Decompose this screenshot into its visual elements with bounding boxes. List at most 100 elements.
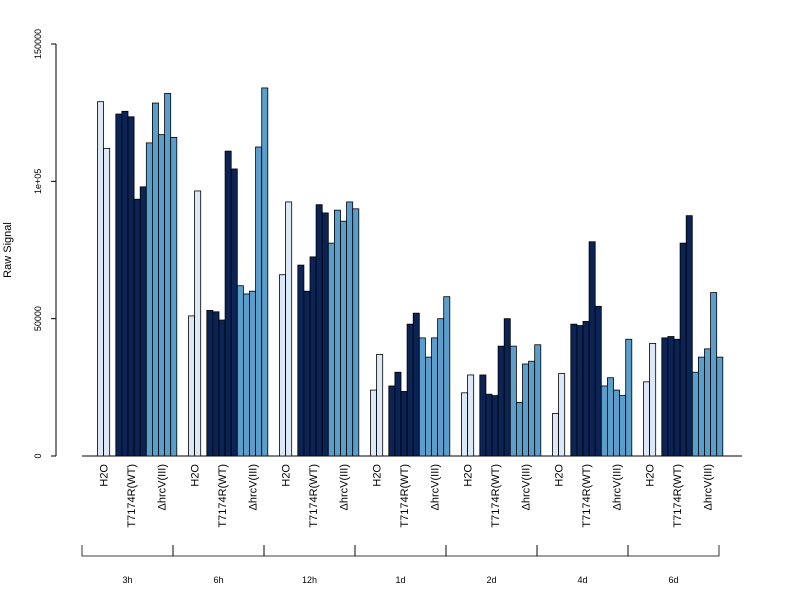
y-tick-label: 1e+05	[33, 169, 43, 194]
y-axis: 0 50000 1e+05 150000	[33, 29, 57, 459]
x-category-label: ΔhrcV(III)	[430, 464, 442, 510]
x-category-label: ΔhrcV(III)	[521, 464, 533, 510]
bar-1d-T7174RWT-1	[388, 385, 396, 457]
bar-1d-H2O-1	[370, 389, 377, 457]
x-category-label: H2O	[190, 464, 202, 487]
bar-2d-H2O-2	[467, 374, 475, 457]
bar-2d-hrcVIII-4	[528, 360, 536, 457]
bar-1d-T7174RWT-2	[394, 371, 402, 457]
time-bracket	[81, 545, 174, 557]
x-category-label: T7174R(WT)	[126, 464, 138, 528]
bar-4d-T7174RWT-1	[570, 323, 578, 457]
bar-3h-hrcVIII-1	[145, 142, 153, 457]
bar-12h-T7174RWT-3	[309, 256, 317, 457]
time-bracket	[627, 545, 720, 557]
bar-6d-H2O-2	[649, 342, 657, 457]
bar-12h-T7174RWT-2	[303, 290, 311, 457]
time-label: 3h	[122, 575, 132, 585]
bar-4d-H2O-1	[552, 413, 559, 457]
bar-6h-hrcVIII-3	[249, 290, 256, 457]
bar-12h-hrcVIII-4	[346, 201, 354, 457]
time-label: 6h	[213, 575, 223, 585]
time-bracket	[263, 545, 356, 557]
x-category-label: ΔhrcV(III)	[157, 464, 169, 510]
bar-6d-T7174RWT-3	[673, 338, 681, 457]
bar-3h-hrcVIII-5	[170, 136, 178, 457]
bar-2d-hrcVIII-2	[516, 402, 523, 457]
bar-3h-T7174RWT-3	[127, 116, 135, 457]
y-tick-label: 0	[33, 453, 43, 458]
time-label: 2d	[486, 575, 496, 585]
bar-6h-T7174RWT-2	[212, 311, 220, 457]
bar-2d-T7174RWT-2	[485, 393, 493, 457]
bar-2d-hrcVIII-1	[509, 345, 517, 457]
bar-12h-hrcVIII-5	[352, 208, 360, 457]
bar-4d-hrcVIII-4	[619, 395, 627, 457]
time-label: 1d	[395, 575, 405, 585]
bar-6h-T7174RWT-4	[224, 150, 232, 457]
bar-3h-T7174RWT-1	[115, 113, 123, 457]
bar-3h-hrcVIII-4	[164, 93, 172, 457]
x-category-label: ΔhrcV(III)	[248, 464, 260, 510]
x-category-label: H2O	[281, 464, 293, 487]
bar-6h-hrcVIII-5	[261, 87, 269, 457]
bar-6h-H2O-2	[194, 190, 202, 457]
time-label: 6d	[668, 575, 678, 585]
bar-3h-T7174RWT-4	[133, 198, 141, 457]
x-category-label: H2O	[99, 464, 111, 487]
bar-4d-T7174RWT-5	[594, 305, 602, 457]
bar-4d-H2O-2	[558, 373, 566, 457]
bar-6h-hrcVIII-4	[255, 146, 263, 457]
bar-12h-hrcVIII-3	[340, 220, 347, 457]
bar-12h-hrcVIII-1	[327, 242, 335, 457]
bar-6d-T7174RWT-2	[667, 336, 675, 457]
bar-series	[97, 87, 724, 457]
bar-6d-T7174RWT-4	[679, 242, 687, 457]
bar-12h-H2O-1	[279, 274, 286, 457]
bar-2d-T7174RWT-4	[497, 345, 505, 457]
bar-1d-T7174RWT-3	[400, 391, 408, 457]
bar-6h-hrcVIII-2	[242, 293, 250, 457]
bar-12h-H2O-2	[285, 201, 293, 457]
x-category-label: H2O	[463, 464, 475, 487]
bar-1d-T7174RWT-4	[406, 323, 414, 457]
x-category-label: T7174R(WT)	[672, 464, 684, 528]
bar-6d-H2O-1	[643, 381, 650, 457]
bar-1d-T7174RWT-5	[412, 312, 420, 457]
x-category-label: T7174R(WT)	[581, 464, 593, 528]
x-category-label: H2O	[554, 464, 566, 487]
x-category-label: ΔhrcV(III)	[339, 464, 351, 510]
bar-6d-hrcVIII-4	[710, 292, 718, 457]
x-category-label: ΔhrcV(III)	[612, 464, 624, 510]
bar-1d-hrcVIII-3	[431, 337, 438, 457]
bar-6h-H2O-1	[188, 315, 195, 457]
x-category-label: T7174R(WT)	[399, 464, 411, 528]
bar-2d-T7174RWT-1	[479, 374, 487, 457]
time-bracket	[445, 545, 538, 557]
bar-4d-hrcVIII-2	[607, 377, 614, 457]
bar-2d-H2O-1	[461, 392, 468, 457]
bar-2d-hrcVIII-5	[534, 344, 542, 457]
x-category-label: T7174R(WT)	[490, 464, 502, 528]
bar-1d-hrcVIII-1	[418, 337, 426, 457]
y-tick-label: 50000	[33, 306, 43, 331]
bar-1d-hrcVIII-2	[424, 356, 432, 457]
time-bracket	[536, 545, 629, 557]
bar-6d-hrcVIII-1	[691, 371, 699, 457]
bar-6d-T7174RWT-1	[661, 337, 669, 457]
bar-2d-hrcVIII-3	[522, 363, 529, 457]
bar-3h-H2O-2	[103, 147, 111, 457]
time-label: 12h	[302, 575, 317, 585]
bar-12h-T7174RWT-1	[297, 264, 305, 457]
bar-4d-hrcVIII-1	[600, 385, 608, 457]
bar-6d-T7174RWT-5	[685, 215, 693, 457]
bar-3h-T7174RWT-5	[139, 186, 147, 457]
time-brackets: 3h 6h 12h 1d 2d 4d 6d	[81, 545, 720, 585]
bar-1d-H2O-2	[376, 353, 384, 457]
bar-4d-T7174RWT-2	[576, 325, 584, 457]
time-bracket	[354, 545, 447, 557]
bar-6h-T7174RWT-5	[230, 168, 238, 457]
x-category-label: H2O	[372, 464, 384, 487]
